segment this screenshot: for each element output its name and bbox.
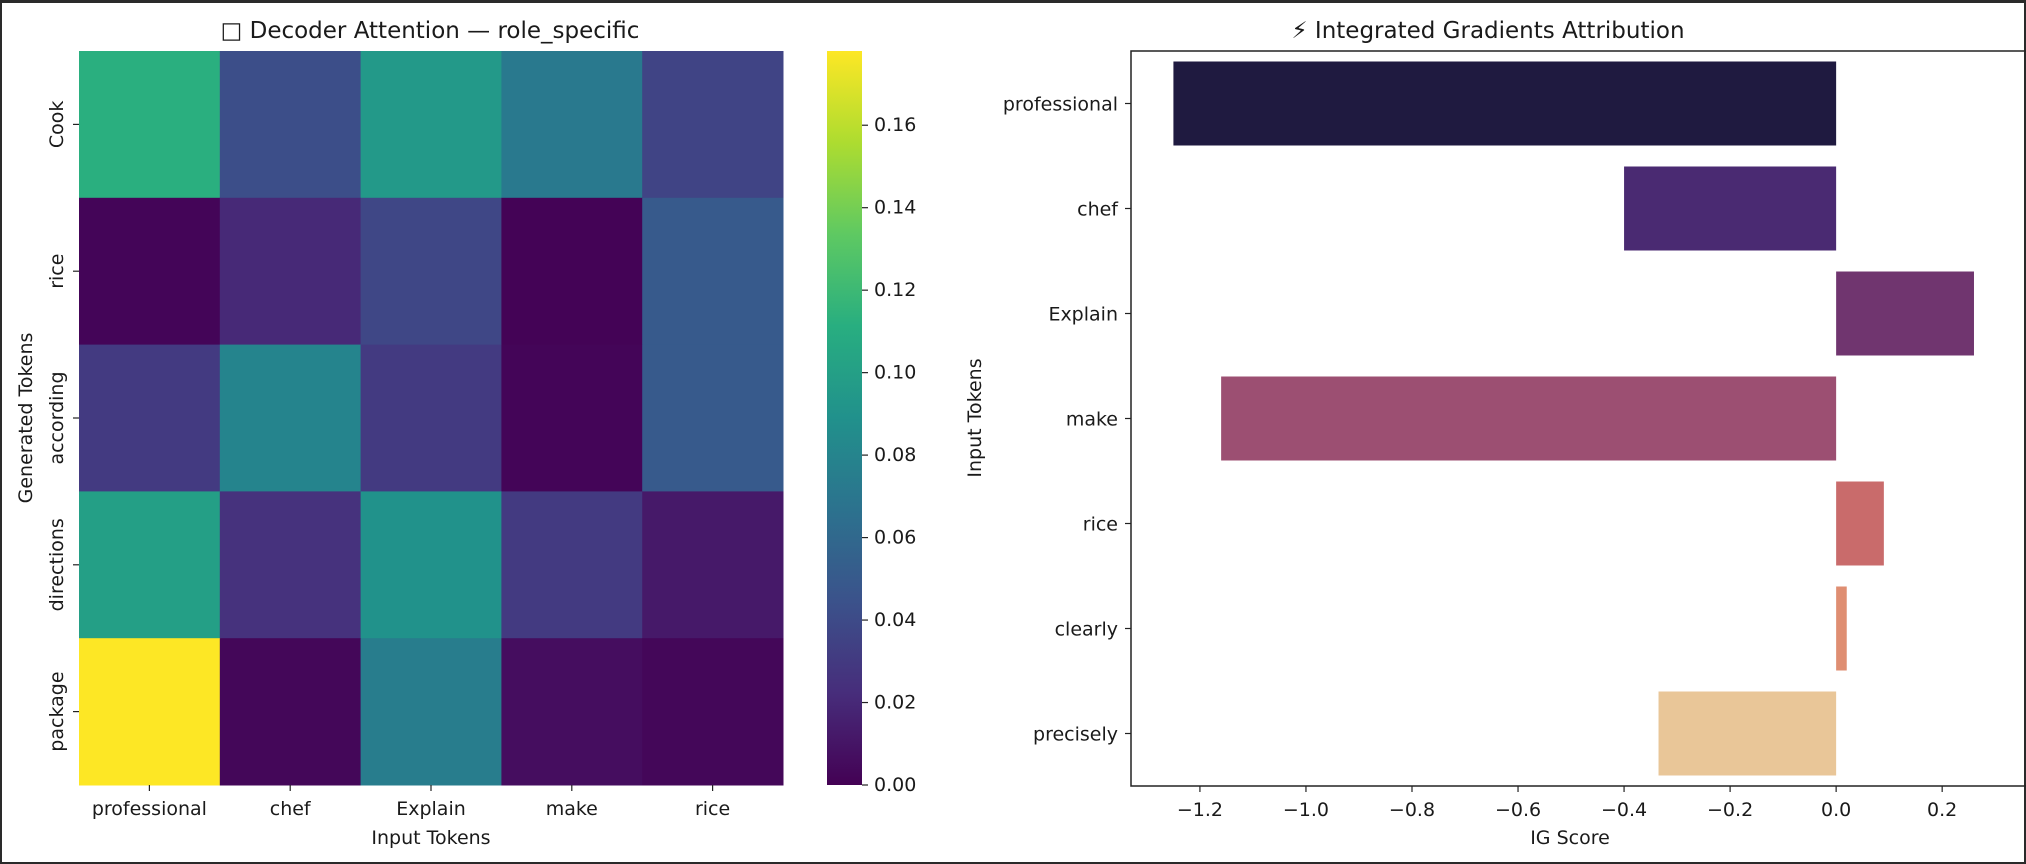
- colorbar-tick-label: 0.08: [874, 444, 916, 466]
- heatmap-cell: [501, 197, 643, 346]
- heatmap-cell: [219, 491, 362, 639]
- heatmap-cells: [79, 51, 784, 786]
- heatmap-cell: [360, 638, 502, 786]
- heatmap-cell: [642, 344, 784, 492]
- bar: [1836, 586, 1847, 671]
- heatmap-cell: [79, 197, 221, 346]
- bar-chart-title: ⚡ Integrated Gradients Attribution: [1291, 18, 1684, 44]
- y-tick-label: chef: [1077, 199, 1119, 221]
- x-tick-label: rice: [695, 798, 730, 820]
- heatmap-cell: [360, 51, 502, 199]
- colorbar-tick-label: 0.06: [874, 527, 916, 549]
- heatmap-x-axis-label: Input Tokens: [371, 827, 490, 849]
- y-tick-label: Explain: [1048, 304, 1118, 326]
- bar: [1836, 481, 1884, 566]
- heatmap-cell: [360, 491, 502, 639]
- bar-y-ticks: professional chef Explain make rice clearly pr…: [1003, 94, 1131, 746]
- colorbar: [827, 51, 862, 785]
- heatmap-cell: [501, 491, 643, 639]
- colorbar-tick-label: 0.16: [874, 114, 916, 136]
- heatmap-cell: [360, 344, 502, 492]
- y-tick-label: according: [46, 371, 68, 464]
- y-tick-label: clearly: [1055, 619, 1118, 641]
- heatmap-cell: [219, 344, 362, 492]
- colorbar-tick-label: 0.10: [874, 362, 916, 384]
- x-tick-label: 0.0: [1821, 799, 1851, 821]
- heatmap-cell: [642, 197, 784, 346]
- y-tick-label: precisely: [1033, 724, 1118, 746]
- heatmap-cell: [501, 344, 643, 492]
- y-tick-label: rice: [46, 254, 68, 289]
- y-tick-label: rice: [1083, 514, 1118, 536]
- heatmap-cell: [219, 51, 362, 199]
- heatmap-cell: [642, 491, 784, 639]
- heatmap-cell: [642, 638, 784, 786]
- y-tick-label: Cook: [46, 101, 68, 149]
- bar: [1658, 691, 1837, 776]
- heatmap-cell: [642, 51, 784, 199]
- bar-y-axis-label: Input Tokens: [964, 358, 986, 477]
- heatmap-cell: [79, 638, 221, 786]
- x-tick-label: −1.2: [1177, 799, 1223, 821]
- heatmap-y-ticks: Cook rice according directions package: [46, 101, 79, 752]
- bar-x-axis-label: IG Score: [1530, 827, 1610, 849]
- y-tick-label: package: [46, 671, 68, 751]
- x-tick-label: chef: [270, 798, 312, 820]
- colorbar-ticks: 0.00 0.02 0.04 0.06 0.08 0.10 0.12 0.14 0.16: [862, 114, 916, 796]
- x-tick-label: −1.0: [1283, 799, 1329, 821]
- heatmap-title: □ Decoder Attention — role_specific: [221, 18, 640, 44]
- y-tick-label: professional: [1003, 94, 1118, 116]
- x-tick-label: professional: [92, 798, 207, 820]
- bar: [1221, 376, 1837, 461]
- heatmap-panel: □ Decoder Attention — role_specific prof…: [15, 18, 916, 849]
- x-tick-label: −0.2: [1707, 799, 1753, 821]
- bar-chart-panel: ⚡ Integrated Gradients Attribution profe…: [964, 18, 2026, 849]
- x-tick-label: make: [546, 798, 598, 820]
- x-tick-label: −0.8: [1389, 799, 1435, 821]
- heatmap-cell: [360, 197, 502, 346]
- heatmap-cell: [79, 344, 221, 492]
- y-tick-label: make: [1066, 409, 1118, 431]
- x-tick-label: −0.6: [1495, 799, 1541, 821]
- heatmap-cell: [219, 638, 362, 786]
- bar: [1624, 166, 1837, 251]
- heatmap-cell: [501, 51, 643, 199]
- heatmap-x-ticks: professional chef Explain make rice: [92, 785, 730, 820]
- bar: [1173, 61, 1837, 146]
- x-tick-label: Explain: [396, 798, 466, 820]
- heatmap-cell: [79, 51, 221, 199]
- colorbar-tick-label: 0.14: [874, 197, 916, 219]
- y-tick-label: directions: [46, 518, 68, 611]
- x-tick-label: 0.2: [1927, 799, 1957, 821]
- colorbar-tick-label: 0.04: [874, 609, 916, 631]
- colorbar-tick-label: 0.00: [874, 774, 916, 796]
- heatmap-cell: [501, 638, 643, 786]
- heatmap-cell: [79, 491, 221, 639]
- x-tick-label: −0.4: [1601, 799, 1647, 821]
- bar-series: [1173, 61, 1974, 776]
- heatmap-y-axis-label: Generated Tokens: [15, 333, 37, 504]
- heatmap-cell: [219, 197, 362, 346]
- colorbar-tick-label: 0.12: [874, 279, 916, 301]
- bar: [1836, 271, 1974, 356]
- bar-x-ticks: −1.2 −1.0 −0.8 −0.6 −0.4 −0.2 0.0 0.2: [1177, 786, 1957, 821]
- colorbar-tick-label: 0.02: [874, 692, 916, 714]
